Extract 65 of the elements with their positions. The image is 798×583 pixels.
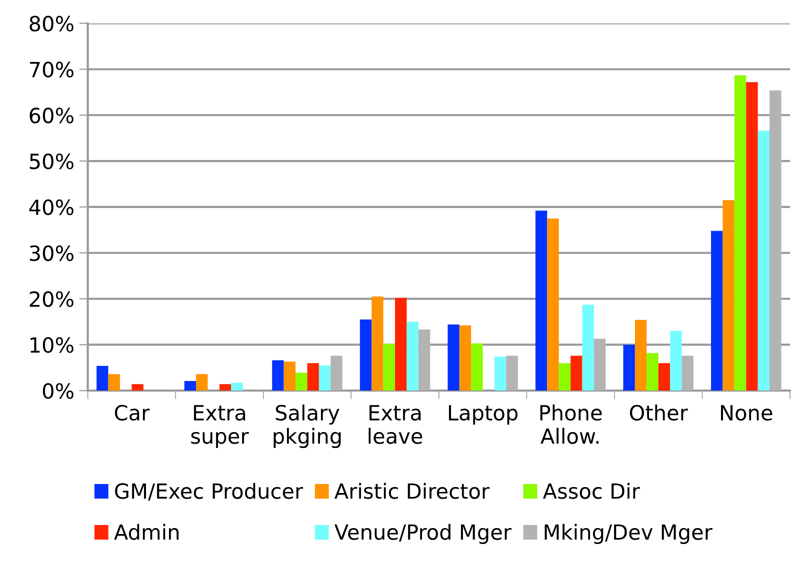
bar	[623, 344, 635, 391]
x-tick-label: Extra super	[191, 405, 249, 448]
bar	[570, 356, 582, 391]
y-tick-label: 60%	[30, 108, 74, 124]
bar	[746, 82, 758, 391]
bar	[272, 360, 284, 391]
bar	[582, 304, 594, 391]
x-tick-label: Extra leave	[368, 405, 422, 444]
bar	[711, 230, 723, 391]
x-tick-label: Salary pkging	[274, 404, 341, 448]
legend-label: Aristic Director	[334, 482, 490, 499]
y-tick-label: 40%	[29, 199, 74, 216]
bar	[459, 325, 472, 391]
x-tick-label: None	[720, 405, 772, 421]
bar	[284, 362, 296, 391]
y-tick-label: 80%	[30, 16, 74, 32]
bar	[406, 322, 418, 391]
bar	[670, 330, 682, 391]
x-tick-label: Other	[630, 404, 688, 421]
y-tick-label: 70%	[30, 62, 74, 78]
bar	[770, 90, 782, 391]
x-tick-label: Car	[114, 404, 150, 421]
bar	[184, 380, 196, 391]
bar	[219, 384, 232, 391]
y-tick-label: 30%	[30, 245, 74, 262]
bar	[535, 210, 548, 391]
legend-label: Assoc Dir	[542, 482, 640, 499]
bar	[471, 343, 483, 391]
legend-label: Admin	[114, 524, 179, 540]
bar	[658, 363, 670, 391]
bar	[108, 374, 120, 391]
bar	[196, 374, 208, 391]
bar	[383, 344, 396, 391]
legend-label: Venue/Prod Mger	[334, 524, 512, 544]
bar	[558, 363, 571, 391]
bar	[395, 298, 407, 391]
legend-label: Mking/Dev Mger	[544, 524, 712, 544]
bar	[722, 200, 734, 391]
x-tick-label: Laptop	[448, 405, 518, 425]
y-tick-label: 0%	[42, 383, 74, 399]
legend-label: GM/Exec Producer	[115, 482, 304, 501]
y-tick-label: 20%	[30, 291, 74, 307]
bar	[372, 296, 384, 391]
bar	[547, 218, 559, 391]
bar	[594, 338, 606, 391]
bar	[682, 356, 694, 391]
x-tick-label: Phone Allow.	[540, 404, 602, 444]
bar	[448, 324, 460, 391]
bar	[318, 365, 331, 391]
bar	[418, 330, 430, 391]
bar	[330, 356, 342, 391]
bar	[360, 319, 372, 391]
bar	[96, 366, 108, 391]
bar	[758, 130, 770, 391]
bar	[307, 363, 319, 391]
bar	[734, 75, 746, 391]
bar	[646, 352, 658, 391]
bar	[634, 320, 647, 391]
bar	[506, 356, 518, 391]
y-tick-label: 50%	[30, 154, 74, 170]
y-tick-label: 10%	[30, 337, 74, 353]
bar	[231, 382, 243, 391]
bar	[132, 384, 144, 391]
bar	[494, 356, 506, 391]
bar	[296, 372, 308, 391]
